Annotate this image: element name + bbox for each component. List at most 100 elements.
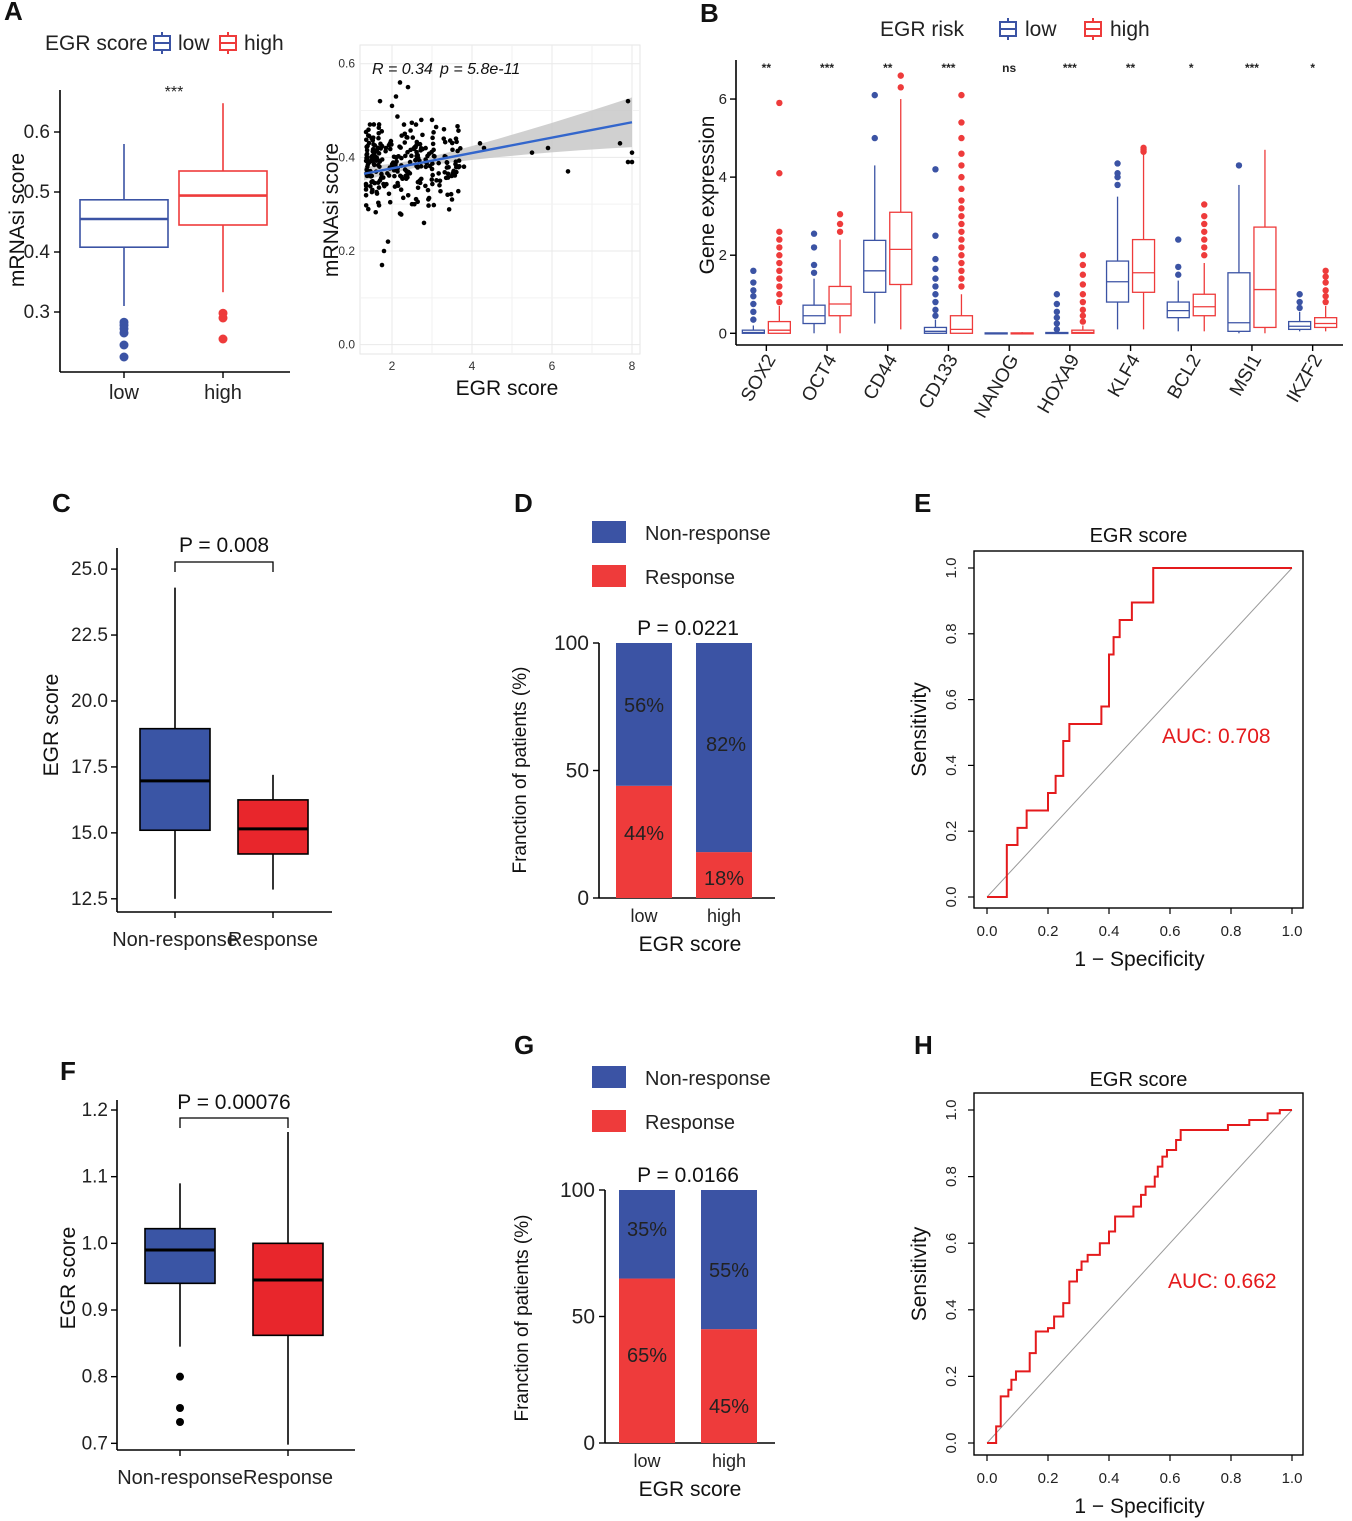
box-CD44-low-b — [863, 239, 887, 293]
scatter-point-a2 — [405, 149, 410, 155]
box-MSI1-low-b — [1227, 272, 1251, 332]
bar-data-label-g: 65% — [627, 1345, 667, 1367]
box-IKZF2-high-b-outlier — [1322, 292, 1329, 300]
box-CD133-low-b-outlier — [932, 265, 939, 273]
scatter-point-a2 — [370, 149, 376, 154]
scatter-point-a2 — [449, 197, 455, 202]
legend-key-nonresponse-d — [592, 521, 626, 543]
y-tick-label-c: 20.0 — [71, 691, 108, 712]
legend-label-high-b: high — [1110, 18, 1150, 41]
scatter-point-a2 — [394, 159, 399, 164]
scatter-point-a2 — [379, 171, 384, 177]
scatter-point-a2 — [398, 187, 404, 192]
scatter-point-a2 — [429, 177, 435, 182]
legend-key-response-g — [592, 1110, 626, 1132]
box-KLF4-low-b-outlier — [1114, 170, 1121, 177]
legend-label-response-d: Response — [645, 567, 735, 589]
bar-nonresponse-low-g — [619, 1190, 675, 1279]
scatter-point-a2 — [376, 125, 382, 131]
box-SOX2-low-b-outlier — [750, 267, 757, 275]
scatter-point-a2 — [414, 149, 419, 155]
scatter-point-a2 — [418, 176, 424, 182]
scatter-point-a2 — [423, 145, 428, 151]
scatter-point-a2 — [629, 159, 635, 165]
scatter-point-a2 — [431, 130, 436, 135]
scatter-point-a2 — [386, 191, 392, 197]
scatter-point-a2 — [448, 191, 454, 197]
box-SOX2-low-b-outlier — [750, 316, 757, 323]
legend-key-nonresponse-g — [592, 1066, 626, 1088]
box-BCL2-high-b-outlier — [1201, 201, 1208, 208]
box-Response-f-box — [252, 1242, 324, 1337]
scatter-point-a2 — [436, 171, 441, 176]
box-KLF4-low-b-outlier — [1114, 160, 1121, 167]
scatter-point-a2 — [442, 139, 448, 145]
scatter-point-a2 — [446, 207, 452, 212]
x-tick-label-b: CD133 — [915, 351, 963, 413]
scatter-point-a2 — [404, 168, 409, 174]
x-tick-label-g: high — [712, 1451, 746, 1471]
scatter-point-a2 — [370, 187, 375, 193]
bar-data-label-d: 56% — [624, 695, 664, 717]
scatter-point-a2 — [413, 196, 419, 202]
box-CD133-high-b-outlier — [958, 197, 965, 204]
box-CD133-high-b-outlier — [958, 134, 965, 142]
x-tick-label-b: HOXA9 — [1034, 351, 1084, 417]
y-axis-label-a2: mRNAsi score — [320, 143, 343, 277]
y-axis-label-b: Gene expression — [696, 116, 719, 275]
box-low-a1-box — [79, 199, 169, 249]
scatter-point-a2 — [393, 94, 399, 99]
significance-b: ** — [1126, 61, 1136, 75]
box-CD133-high-b-outlier — [958, 205, 965, 212]
scatter-point-a2 — [444, 165, 450, 170]
scatter-point-a2 — [370, 135, 376, 140]
scatter-point-a2 — [363, 192, 369, 198]
box-CD44-low-b-outlier — [871, 134, 878, 142]
significance-b: ns — [1002, 61, 1016, 75]
x-tick-label-b: CD44 — [860, 351, 903, 404]
scatter-point-a2 — [417, 141, 423, 147]
panel-label-d: D — [514, 488, 533, 518]
x-tick-label-d: low — [630, 906, 658, 926]
auc-label-e: AUC: 0.708 — [1162, 725, 1271, 748]
significance-b: ** — [762, 61, 772, 75]
y-tick-label-c: 17.5 — [71, 757, 108, 778]
scatter-point-a2 — [396, 153, 401, 159]
x-axis-label-h: 1 − Specificity — [1074, 1495, 1205, 1518]
y-tick-label-f: 1.2 — [82, 1100, 108, 1121]
scatter-point-a2 — [411, 146, 416, 151]
scatter-point-a2 — [363, 158, 369, 164]
box-HOXA9-low-b-outlier — [1053, 308, 1061, 316]
y-tick-label-b: 2 — [719, 247, 727, 264]
y-tick-label-h: 0.8 — [943, 1166, 960, 1187]
significance-b: * — [1189, 61, 1194, 75]
y-tick-label-e: 0.8 — [943, 623, 960, 644]
y-tick-label-d: 100 — [554, 632, 589, 655]
panel-label-c: C — [52, 488, 71, 518]
panel-label-e: E — [914, 488, 931, 518]
scatter-point-a2 — [390, 160, 396, 165]
box-Non-response-f-box — [144, 1227, 216, 1285]
p-value-d: P = 0.0221 — [637, 617, 739, 640]
y-tick-label-h: 0.2 — [943, 1366, 960, 1387]
significance-bracket-c — [174, 561, 274, 572]
x-tick-label-b: IKZF2 — [1283, 351, 1327, 406]
box-SOX2-high-b-outlier — [776, 291, 783, 298]
x-tick-label-a1: low — [109, 382, 140, 404]
panel-label-g: G — [514, 1030, 534, 1060]
scatter-point-a2 — [545, 145, 551, 151]
box-OCT4-low-b-outlier — [810, 261, 818, 269]
reference-diagonal-e — [986, 567, 1293, 898]
bar-nonresponse-low-d — [616, 643, 672, 786]
y-tick-label-f: 1.1 — [82, 1167, 108, 1188]
box-CD44-low-b-outlier — [871, 91, 878, 99]
scatter-point-a2 — [413, 122, 419, 127]
scatter-point-a2 — [365, 206, 371, 212]
scatter-point-a2 — [455, 124, 460, 129]
scatter-point-a2 — [426, 203, 431, 208]
box-SOX2-high-b-outlier — [776, 244, 783, 251]
box-BCL2-high-b-outlier — [1201, 244, 1208, 251]
scatter-point-a2 — [453, 136, 459, 141]
scatter-point-a2 — [437, 178, 443, 184]
y-axis-label-g: Franction of patients (%) — [512, 1215, 533, 1422]
